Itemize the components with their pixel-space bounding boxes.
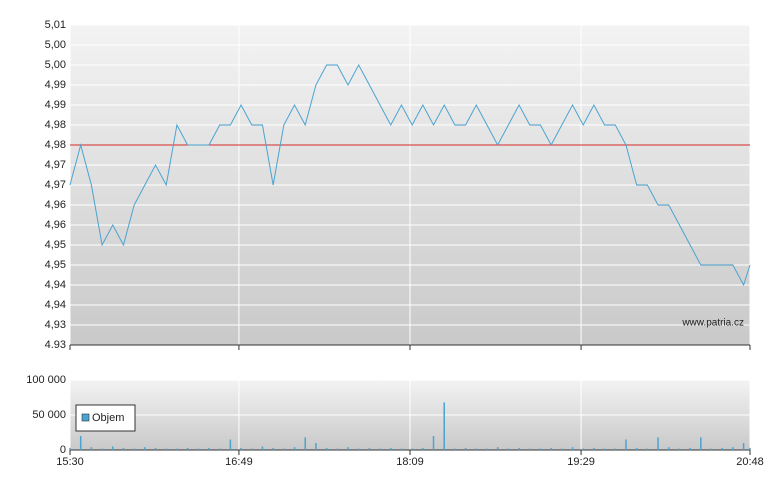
watermark: www.patria.cz: [681, 318, 744, 329]
volume-bar: [454, 448, 456, 450]
volume-bar: [122, 447, 125, 450]
volume-bar: [400, 448, 403, 450]
volume-bar: [304, 437, 306, 450]
legend-label: Objem: [92, 412, 124, 424]
volume-bar: [101, 448, 103, 450]
y-tick-label: 4,95: [45, 239, 66, 251]
y-tick-label: 0: [60, 444, 66, 456]
y-tick-label: 4,99: [45, 99, 66, 111]
volume-bar: [657, 437, 659, 450]
volume-bar: [112, 446, 114, 450]
volume-bar: [464, 447, 467, 450]
volume-bar: [272, 447, 274, 450]
y-tick-label: 4,93: [45, 319, 66, 331]
volume-bar: [240, 447, 242, 450]
volume-bar: [186, 447, 189, 450]
legend-swatch: [81, 413, 90, 422]
volume-bar: [347, 447, 349, 450]
x-tick-label: 16:49: [225, 456, 253, 468]
volume-bar: [261, 446, 264, 450]
volume-bar: [550, 447, 552, 450]
y-tick-label: 100 000: [26, 374, 66, 386]
volume-bar: [678, 448, 681, 450]
volume-bar: [721, 447, 723, 450]
volume-bar: [79, 436, 82, 450]
legend: Objem: [75, 404, 136, 432]
volume-bar: [539, 448, 542, 450]
volume-bar: [69, 447, 71, 450]
volume-bar: [218, 448, 221, 450]
volume-bar: [475, 448, 478, 450]
volume-bar: [251, 448, 253, 450]
volume-bar: [165, 448, 167, 450]
y-tick-label: 5,01: [45, 19, 66, 31]
x-tick-label: 20:48: [736, 456, 764, 468]
y-tick-label: 4.93: [45, 339, 66, 351]
y-tick-label: 4,94: [45, 279, 66, 291]
volume-bar: [197, 448, 200, 450]
volume-bar: [507, 448, 510, 450]
x-tick-label: 15:30: [56, 456, 84, 468]
volume-bar: [593, 447, 595, 450]
y-tick-label: 4,97: [45, 179, 66, 191]
volume-bar: [283, 448, 285, 450]
y-tick-label: 5,00: [45, 39, 66, 51]
y-tick-label: 4,96: [45, 199, 66, 211]
volume-bar: [749, 447, 751, 450]
y-tick-label: 4,94: [45, 299, 66, 311]
volume-bar: [635, 447, 638, 450]
volume-bar: [368, 447, 371, 450]
y-tick-label: 50 000: [32, 409, 66, 421]
volume-bar: [443, 402, 445, 450]
y-tick-label: 4,96: [45, 219, 66, 231]
volume-bar: [486, 448, 488, 450]
volume-bar: [379, 448, 381, 450]
volume-bar: [518, 447, 520, 450]
volume-bar: [154, 447, 157, 450]
volume-bar: [742, 443, 745, 450]
volume-bar: [496, 447, 499, 450]
x-tick-label: 18:09: [396, 456, 424, 468]
volume-bar: [710, 448, 713, 450]
volume-bar: [646, 448, 649, 450]
volume-bar: [133, 448, 135, 450]
volume-bar: [528, 448, 531, 450]
volume-bar: [336, 448, 339, 450]
volume-bar: [293, 447, 296, 450]
volume-bar: [411, 448, 413, 450]
volume-bar: [208, 447, 210, 450]
volume-bar: [144, 447, 146, 450]
volume-bar: [561, 448, 563, 450]
volume-bar: [90, 447, 93, 450]
volume-bar: [603, 448, 606, 450]
price-line: [69, 63, 751, 287]
y-tick-label: 4,95: [45, 259, 66, 271]
volume-bar: [390, 447, 392, 450]
volume-bar: [700, 437, 702, 450]
x-tick-label: 19:29: [567, 456, 595, 468]
volume-bar: [315, 443, 317, 450]
volume-bar: [422, 447, 424, 450]
volume-bar: [732, 447, 734, 450]
volume-bar: [432, 436, 435, 450]
volume-bar: [614, 448, 617, 450]
volume-bar: [357, 448, 360, 450]
y-tick-label: 4,99: [45, 79, 66, 91]
y-tick-label: 4,98: [45, 139, 66, 151]
volume-bar: [229, 439, 232, 450]
volume-bar: [176, 448, 178, 450]
volume-bar: [689, 447, 691, 450]
y-tick-label: 5,00: [45, 59, 66, 71]
volume-bar: [582, 448, 584, 450]
y-tick-label: 4,98: [45, 119, 66, 131]
volume-bar: [667, 447, 670, 450]
volume-bar: [625, 439, 627, 450]
y-tick-label: 4,97: [45, 159, 66, 171]
volume-bar: [571, 447, 574, 450]
volume-bar: [325, 447, 328, 450]
